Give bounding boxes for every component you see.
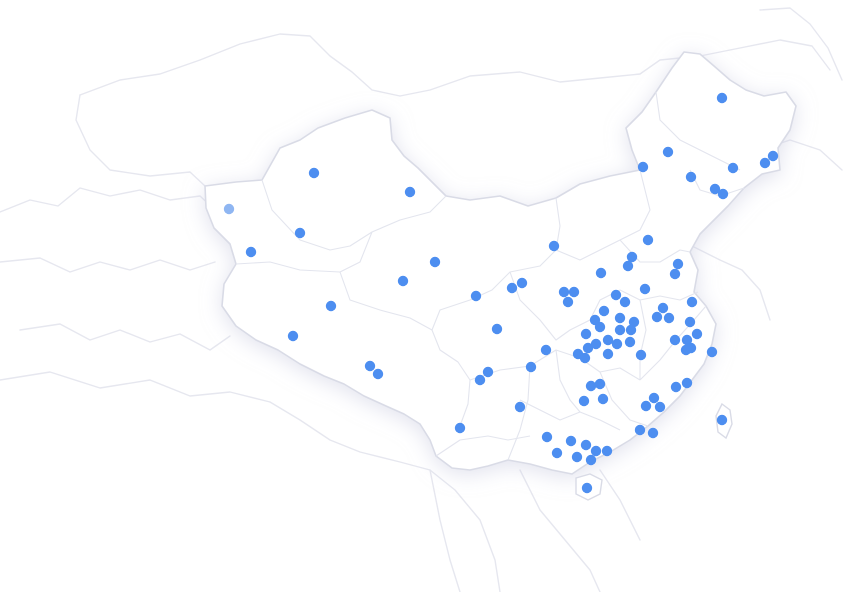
map-marker-4[interactable]: [685, 171, 697, 183]
map-marker-55[interactable]: [669, 334, 681, 346]
map-marker-58[interactable]: [491, 323, 503, 335]
map-marker-62[interactable]: [579, 352, 591, 364]
map-marker-19[interactable]: [245, 246, 257, 258]
map-marker-83[interactable]: [541, 431, 553, 443]
map-marker-5[interactable]: [727, 162, 739, 174]
map-marker-49[interactable]: [582, 342, 594, 354]
map-marker-54[interactable]: [681, 334, 693, 346]
map-marker-24[interactable]: [516, 277, 528, 289]
map-marker-92[interactable]: [581, 482, 593, 494]
map-marker-29[interactable]: [562, 296, 574, 308]
map-marker-69[interactable]: [525, 361, 537, 373]
map-marker-42[interactable]: [580, 328, 592, 340]
country-outline: [204, 51, 797, 475]
map-marker-33[interactable]: [325, 300, 337, 312]
map-marker-28[interactable]: [568, 286, 580, 298]
map-marker-68[interactable]: [474, 374, 486, 386]
map-marker-20[interactable]: [548, 240, 560, 252]
map-marker-41[interactable]: [594, 321, 606, 333]
map-marker-43[interactable]: [614, 312, 626, 324]
map-marker-8[interactable]: [709, 183, 721, 195]
map-marker-57[interactable]: [680, 344, 692, 356]
map-marker-90[interactable]: [585, 454, 597, 466]
map-marker-73[interactable]: [597, 393, 609, 405]
map-marker-3[interactable]: [637, 161, 649, 173]
map-marker-25[interactable]: [506, 282, 518, 294]
map-marker-26[interactable]: [470, 290, 482, 302]
map-marker-71[interactable]: [594, 378, 606, 390]
map-marker-30[interactable]: [610, 289, 622, 301]
map-marker-88[interactable]: [590, 445, 602, 457]
map-marker-84[interactable]: [565, 435, 577, 447]
map-marker-17[interactable]: [223, 203, 235, 215]
map-marker-44[interactable]: [628, 316, 640, 328]
map-marker-78[interactable]: [640, 400, 652, 412]
map-marker-16[interactable]: [404, 186, 416, 198]
map-marker-50[interactable]: [611, 338, 623, 350]
map-marker-32[interactable]: [639, 283, 651, 295]
map-marker-86[interactable]: [551, 447, 563, 459]
map-marker-82[interactable]: [647, 427, 659, 439]
map-marker-63[interactable]: [635, 349, 647, 361]
map-marker-61[interactable]: [602, 348, 614, 360]
map-marker-38[interactable]: [663, 312, 675, 324]
map-marker-51[interactable]: [624, 336, 636, 348]
map-marker-76[interactable]: [648, 392, 660, 404]
map-marker-23[interactable]: [397, 275, 409, 287]
map-marker-80[interactable]: [454, 422, 466, 434]
map-marker-85[interactable]: [580, 439, 592, 451]
map-marker-79[interactable]: [514, 401, 526, 413]
map-marker-27[interactable]: [558, 286, 570, 298]
map-marker-87[interactable]: [571, 451, 583, 463]
map-marker-48[interactable]: [590, 338, 602, 350]
map-marker-52[interactable]: [684, 316, 696, 328]
map-marker-89[interactable]: [601, 445, 613, 457]
map-marker-1[interactable]: [716, 92, 728, 104]
map-marker-91[interactable]: [716, 414, 728, 426]
map-marker-12[interactable]: [622, 260, 634, 272]
map-marker-75[interactable]: [670, 381, 682, 393]
neighbor-borders: [0, 7, 843, 592]
province-borders: [235, 91, 745, 461]
map-marker-67[interactable]: [482, 366, 494, 378]
map-marker-64[interactable]: [706, 346, 718, 358]
map-marker-74[interactable]: [681, 377, 693, 389]
map-marker-59[interactable]: [540, 344, 552, 356]
map-marker-35[interactable]: [598, 305, 610, 317]
map-marker-39[interactable]: [686, 296, 698, 308]
map-marker-53[interactable]: [691, 328, 703, 340]
map-marker-10[interactable]: [642, 234, 654, 246]
map-marker-36[interactable]: [657, 302, 669, 314]
map-marker-70[interactable]: [585, 380, 597, 392]
map-marker-66[interactable]: [372, 368, 384, 380]
map-marker-21[interactable]: [595, 267, 607, 279]
map-marker-34[interactable]: [287, 330, 299, 342]
map-marker-46[interactable]: [614, 324, 626, 336]
map-marker-81[interactable]: [634, 424, 646, 436]
map-marker-47[interactable]: [602, 334, 614, 346]
map-marker-6[interactable]: [759, 157, 771, 169]
map-marker-22[interactable]: [429, 256, 441, 268]
map-marker-65[interactable]: [364, 360, 376, 372]
map-marker-72[interactable]: [578, 395, 590, 407]
map-marker-14[interactable]: [669, 268, 681, 280]
map-marker-18[interactable]: [294, 227, 306, 239]
map-marker-31[interactable]: [619, 296, 631, 308]
map-marker-9[interactable]: [717, 188, 729, 200]
map-marker-37[interactable]: [651, 311, 663, 323]
map-marker-15[interactable]: [308, 167, 320, 179]
map-marker-45[interactable]: [625, 324, 637, 336]
city-markers: [223, 92, 779, 494]
map-marker-77[interactable]: [654, 401, 666, 413]
map-marker-7[interactable]: [767, 150, 779, 162]
map-marker-13[interactable]: [672, 258, 684, 270]
map-marker-2[interactable]: [662, 146, 674, 158]
map-marker-11[interactable]: [626, 251, 638, 263]
